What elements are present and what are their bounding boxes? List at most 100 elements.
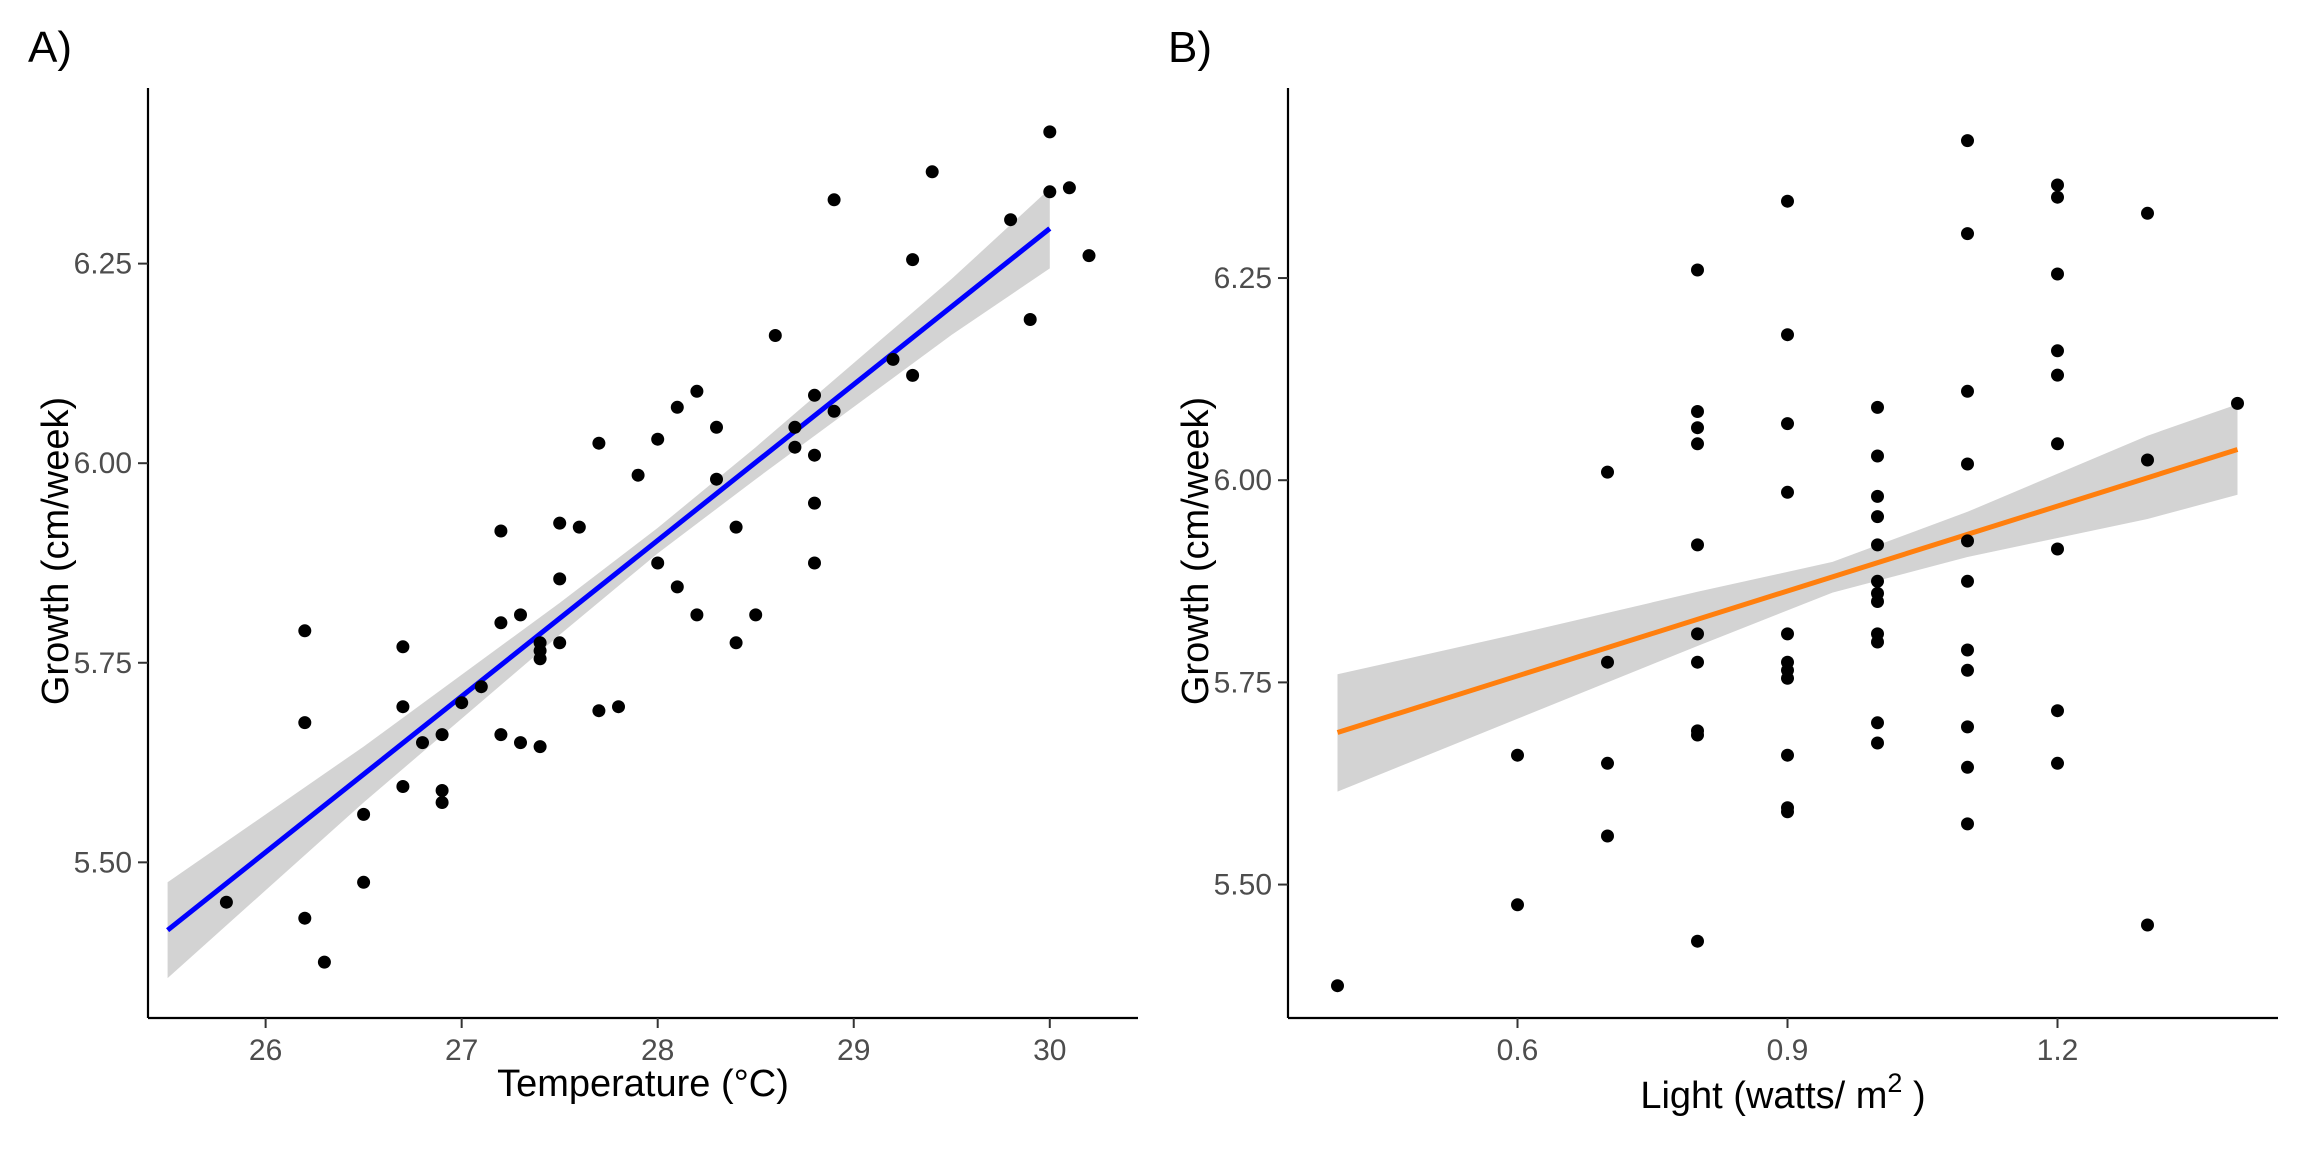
data-point: [572, 520, 586, 534]
y-tick-label: 6.25: [1214, 262, 1272, 295]
data-point: [592, 436, 606, 450]
data-point: [533, 652, 547, 666]
data-point: [1871, 595, 1884, 608]
data-point: [1023, 313, 1037, 326]
data-point: [2051, 368, 2064, 382]
data-point: [1781, 671, 1794, 685]
data-point: [1004, 213, 1018, 227]
data-point: [494, 728, 508, 742]
data-point: [612, 700, 625, 714]
data-point: [1781, 627, 1794, 641]
data-point: [1871, 400, 1884, 414]
x-tick-label: 1.2: [2037, 1034, 2079, 1067]
x-tick-label: 26: [249, 1034, 282, 1067]
data-point: [1961, 457, 1974, 471]
data-point: [1781, 805, 1794, 819]
data-point: [1691, 405, 1704, 418]
y-tick-label: 6.00: [74, 447, 132, 480]
data-point: [1871, 538, 1884, 552]
data-point: [1961, 384, 1974, 398]
data-point: [396, 640, 410, 654]
data-point: [690, 384, 704, 398]
data-point: [1043, 125, 1057, 139]
y-tick-label: 6.25: [74, 248, 132, 281]
data-point: [514, 608, 527, 622]
data-point: [1043, 185, 1057, 199]
data-point: [808, 556, 821, 570]
data-point: [553, 516, 567, 530]
data-point: [1961, 663, 1974, 677]
data-point: [435, 796, 449, 809]
panel-label: A): [28, 23, 72, 72]
data-point: [2141, 453, 2154, 467]
data-point: [1601, 465, 1614, 479]
data-point: [2051, 542, 2064, 556]
data-point: [533, 740, 547, 754]
data-point: [651, 432, 665, 446]
y-axis-title: Growth (cm/week): [35, 397, 77, 705]
confidence-band: [167, 188, 1050, 979]
data-point: [906, 253, 920, 267]
regression-line: [1336, 447, 2239, 735]
data-point: [749, 608, 763, 622]
data-point: [2141, 918, 2154, 932]
data-point: [710, 420, 723, 434]
data-point: [1781, 485, 1794, 499]
data-point: [1601, 829, 1614, 843]
data-point: [416, 736, 429, 750]
data-point: [219, 895, 233, 909]
y-axis-title: Growth (cm/week): [1175, 397, 1217, 705]
data-point: [1871, 510, 1884, 524]
data-point: [298, 716, 312, 730]
data-point: [729, 520, 743, 534]
data-point: [1511, 898, 1524, 912]
data-point: [710, 472, 723, 486]
data-point: [1691, 421, 1704, 435]
data-point: [435, 728, 449, 742]
data-point: [1871, 716, 1884, 730]
data-point: [298, 911, 312, 925]
data-point: [1961, 817, 1974, 831]
x-tick-label: 29: [837, 1034, 870, 1067]
data-point: [2051, 756, 2064, 770]
data-point: [1961, 227, 1974, 241]
data-point: [1961, 534, 1974, 548]
panel-b: B) 0.6 0.9 1.2 5.50 5.75 6.00 6.25 Light (watts/…: [1168, 23, 2278, 1117]
x-axis-title: Temperature (°C): [497, 1063, 789, 1105]
data-point: [435, 784, 449, 797]
data-point: [1781, 328, 1794, 342]
data-point: [357, 875, 371, 889]
data-point: [827, 404, 841, 418]
x-tick-label: 28: [641, 1034, 674, 1067]
data-point: [1691, 627, 1704, 641]
data-point: [1691, 437, 1704, 451]
data-point: [925, 165, 939, 179]
data-point: [1082, 249, 1096, 263]
data-point: [494, 616, 508, 630]
data-point: [592, 704, 606, 718]
data-point: [2051, 178, 2064, 192]
data-point: [1691, 263, 1704, 277]
data-point: [474, 680, 488, 694]
data-point: [1961, 720, 1974, 734]
data-point: [2141, 206, 2154, 220]
data-point: [317, 955, 331, 969]
data-point: [1781, 748, 1794, 762]
y-tick-label: 5.50: [1214, 869, 1272, 902]
data-point: [1961, 643, 1974, 657]
x-tick-label: 0.9: [1767, 1034, 1809, 1067]
data-point: [729, 636, 743, 650]
data-point: [1062, 181, 1076, 195]
data-point: [2051, 344, 2064, 358]
data-point: [494, 524, 508, 538]
data-point: [651, 556, 665, 570]
y-tick-label: 5.75: [1214, 666, 1272, 699]
data-point: [1511, 748, 1524, 762]
y-tick-label: 5.75: [74, 647, 132, 680]
x-axis-title: Light (watts/ m2 ): [1640, 1068, 1925, 1117]
data-point: [1961, 134, 1974, 148]
x-tick-label: 0.6: [1497, 1034, 1539, 1067]
y-tick-label: 6.00: [1214, 464, 1272, 497]
